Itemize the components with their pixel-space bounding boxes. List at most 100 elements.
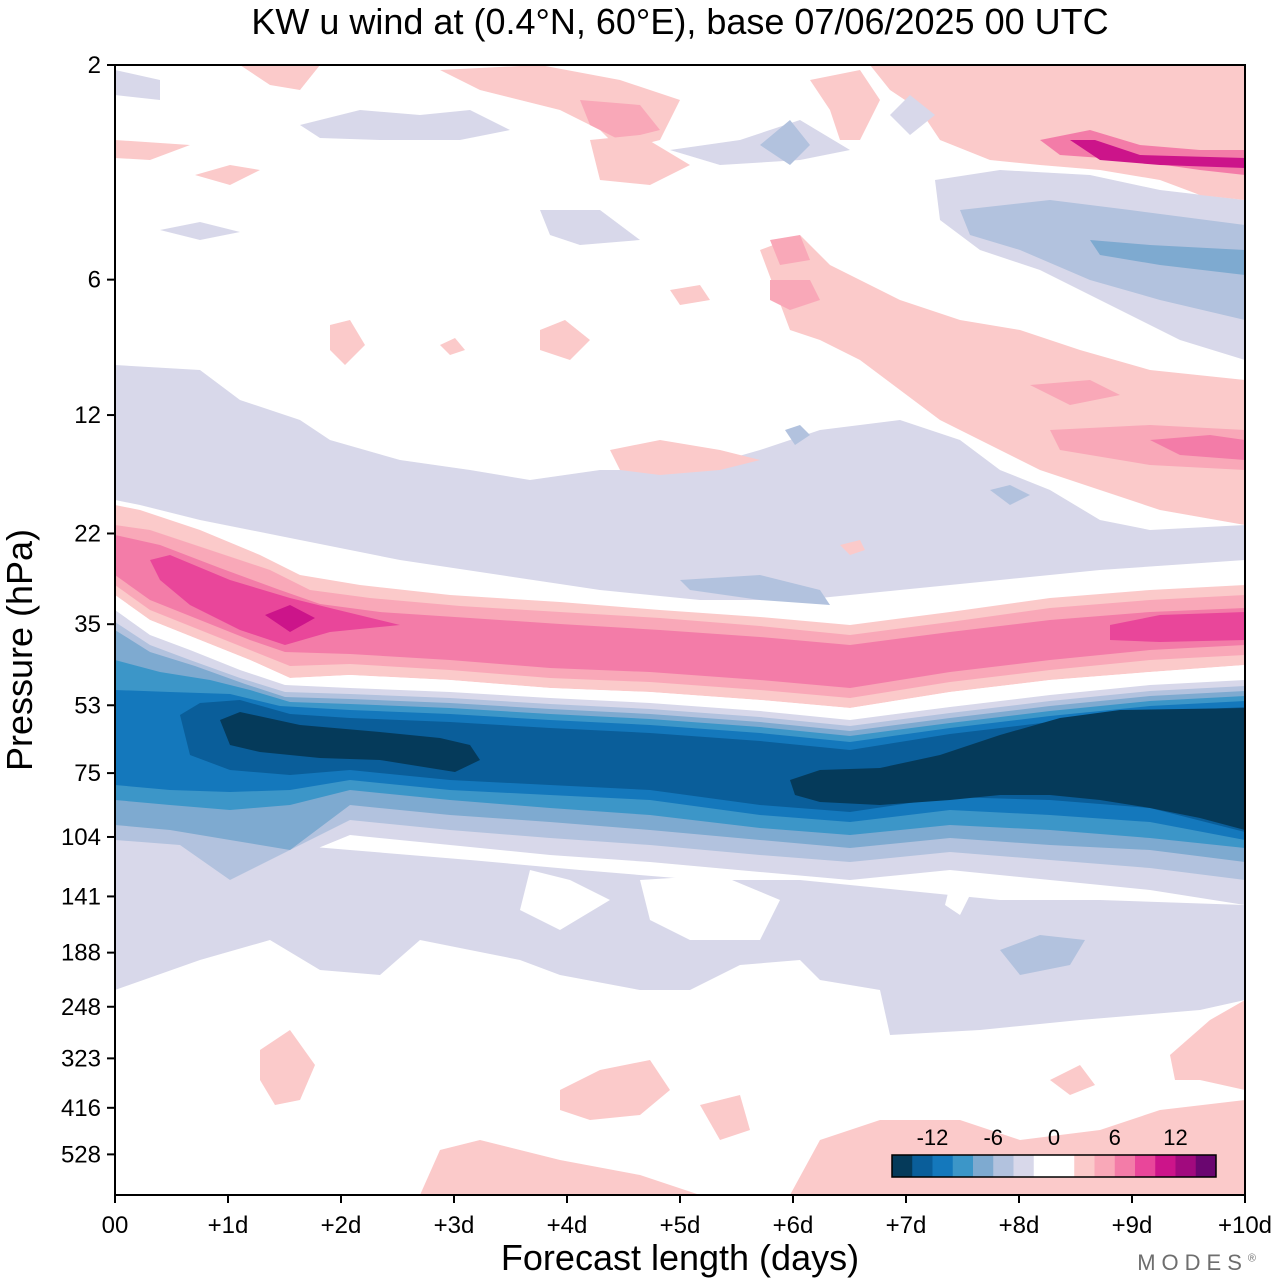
lower-easterly-core [1000,935,1085,975]
small-westerly-1 [330,320,365,365]
colorbar-swatch [1175,1155,1197,1177]
westerly-jet-l4 [150,555,400,645]
x-tick-label: 00 [102,1212,129,1239]
colorbar-swatch [1155,1155,1176,1177]
lower-white-patch-3 [945,885,970,915]
westerly-jet-core [265,605,315,632]
y-tick-label: 6 [88,267,101,294]
brand-mark: ® [1247,1252,1256,1265]
upper-easterly-core [960,200,1245,320]
top-easterly-in-westerly [890,95,935,135]
small-westerly-5 [670,285,710,305]
lower-westerly-1 [260,1030,315,1105]
upper-easterly-small-3 [760,120,810,165]
x-tick-label: +1d [208,1212,249,1239]
lower-westerly-3 [700,1095,750,1140]
upper-easterly-small-4 [160,222,240,240]
lower-westerly-4 [1050,1065,1095,1095]
small-westerly-4 [610,440,760,475]
y-tick-label: 188 [61,940,101,967]
small-westerly-2 [540,320,590,360]
top-westerly-6 [870,65,1245,200]
small-westerly-8 [840,540,865,555]
y-tick-label: 35 [74,611,101,638]
x-tick-label: +8d [999,1212,1040,1239]
upper-easterly-small-2 [670,120,850,165]
lower-westerly-2 [560,1060,670,1120]
y-tick-label: 2 [88,52,101,79]
brand-text: MODES [1137,1250,1248,1275]
contour-field [115,65,1245,1195]
colorbar-swatch [1135,1155,1156,1177]
colorbar-swatch [1013,1155,1035,1177]
y-tick-label: 22 [74,520,101,547]
strat-easterly-core-2 [990,485,1030,505]
colorbar-swatch [1114,1155,1136,1177]
easterly-jet-l6 [180,700,1245,832]
upper-easterly-small-1 [300,110,510,140]
x-tick-label: +7d [886,1212,927,1239]
lower-white-patch-2 [640,875,780,940]
small-westerly-7 [115,140,190,160]
colorbar-tick-label: -12 [917,1125,949,1150]
colorbar-tick-label: 6 [1109,1125,1121,1150]
colorbar-swatch [1033,1155,1055,1177]
x-tick-label: +6d [773,1212,814,1239]
x-tick-label: +5d [660,1212,701,1239]
x-axis-label: Forecast length (days) [500,1237,860,1278]
colorbar-swatch [1094,1155,1116,1177]
strat-easterly-core-1 [680,575,830,605]
x-axis: 00 +1d +2d +3d +4d +5d +6d +7d +8d +9d +10d [102,1195,1272,1239]
colorbar-swatch [1054,1155,1075,1177]
lower-westerly-5 [1170,1000,1245,1090]
top-westerly-1 [240,65,320,90]
colorbar-tick-label: -6 [983,1125,1003,1150]
y-tick-label: 104 [61,824,101,851]
colorbar-swatch [932,1155,954,1177]
y-axis: 2 6 12 22 35 53 75 104 141 188 248 323 416 528 [61,52,115,1168]
chart-title: KW u wind at (0.4°N, 60°E), base 07/06/2… [251,1,1109,42]
y-tick-label: 323 [61,1045,101,1072]
colorbar-swatch [892,1155,913,1177]
y-tick-label: 528 [61,1141,101,1168]
strat-easterly-band [115,365,1245,600]
modes-logo: MODES® [1137,1250,1256,1276]
top-westerly-4 [590,135,690,185]
colorbar-tick-label: 12 [1163,1125,1187,1150]
colorbar: -12 -6 0 6 12 [891,1125,1217,1178]
top-westerly-core-2 [1070,140,1245,168]
x-tick-label: +9d [1112,1212,1153,1239]
small-westerly-3 [440,338,465,355]
y-tick-label: 75 [74,760,101,787]
lower-westerly-6 [420,1140,700,1195]
colorbar-swatch [912,1155,933,1177]
y-tick-label: 248 [61,994,101,1021]
easterly-jet-core-2 [790,708,1245,830]
lower-white-patch-1 [520,870,610,930]
colorbar-swatch [1195,1155,1217,1177]
upper-westerly-core-4 [770,235,810,265]
upper-easterly-small-5 [540,210,640,245]
y-tick-label: 53 [74,692,101,719]
colorbar-swatch [952,1155,974,1177]
colorbar-tick-label: 0 [1048,1125,1060,1150]
top-westerly-3 [580,100,660,140]
y-tick-label: 416 [61,1095,101,1122]
colorbar-frame [891,1154,1217,1178]
upper-westerly-core-2 [1150,435,1245,460]
upper-westerly-core-5 [770,280,820,310]
westerly-jet-l3 [115,535,1245,688]
westerly-jet-l4b [1110,612,1245,642]
x-tick-label: +3d [434,1212,475,1239]
colorbar-swatch [1074,1155,1095,1177]
x-tick-label: +2d [321,1212,362,1239]
x-tick-label: +10d [1218,1212,1272,1239]
colorbar-swatch [973,1155,994,1177]
colorbar-swatch [993,1155,1014,1177]
easterly-jet-core-1 [220,712,480,772]
top-westerly-5 [810,70,880,140]
upper-easterly-darker [1090,240,1245,275]
y-tick-label: 12 [74,402,101,429]
upper-easterly-small-6 [115,70,160,100]
